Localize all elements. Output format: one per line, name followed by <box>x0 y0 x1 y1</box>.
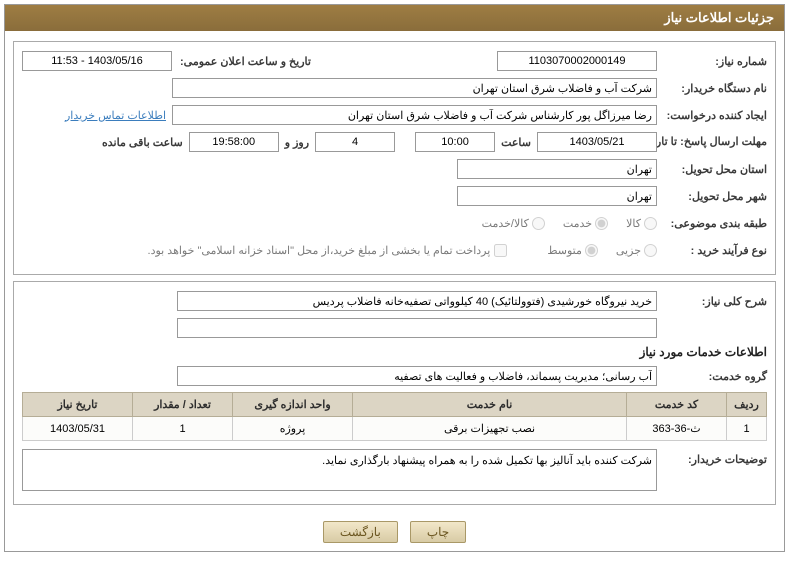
remain-label: ساعت باقی مانده <box>96 136 189 149</box>
services-section-title: اطلاعات خدمات مورد نیاز <box>22 345 767 359</box>
table-body: 1ث-36-363نصب تجهیزات برقیپروژه11403/05/3… <box>23 417 767 441</box>
requester-field <box>172 105 657 125</box>
process-partial-option[interactable]: جزیی <box>616 244 657 257</box>
province-label: استان محل تحویل: <box>657 163 767 176</box>
treasury-checkbox[interactable]: پرداخت تمام یا بخشی از مبلغ خرید،از محل … <box>148 244 508 257</box>
table-header-row: ردیفکد خدمتنام خدمتواحد اندازه گیریتعداد… <box>23 393 767 417</box>
table-header-cell: تعداد / مقدار <box>133 393 233 417</box>
process-medium-option[interactable]: متوسط <box>547 244 598 257</box>
remain-time-field <box>189 132 279 152</box>
back-button[interactable]: بازگشت <box>323 521 398 543</box>
service-group-label: گروه خدمت: <box>657 370 767 383</box>
table-cell: نصب تجهیزات برقی <box>353 417 627 441</box>
table-cell: 1403/05/31 <box>23 417 133 441</box>
button-bar: چاپ بازگشت <box>13 511 776 547</box>
info-block: شماره نیاز: تاریخ و ساعت اعلان عمومی: نا… <box>13 41 776 275</box>
public-date-field <box>22 51 172 71</box>
req-no-label: شماره نیاز: <box>657 55 767 68</box>
cat-both-option[interactable]: کالا/خدمت <box>482 217 545 230</box>
buyer-org-field <box>172 78 657 98</box>
notes-field <box>22 449 657 491</box>
category-label: طبقه بندی موضوعی: <box>657 217 767 230</box>
cat-service-option[interactable]: خدمت <box>563 217 608 230</box>
province-field <box>457 159 657 179</box>
print-button[interactable]: چاپ <box>410 521 466 543</box>
city-label: شهر محل تحویل: <box>657 190 767 203</box>
table-cell: پروژه <box>233 417 353 441</box>
table-header-cell: واحد اندازه گیری <box>233 393 353 417</box>
table-header-cell: تاریخ نیاز <box>23 393 133 417</box>
services-table: ردیفکد خدمتنام خدمتواحد اندازه گیریتعداد… <box>22 392 767 441</box>
cat-goods-option[interactable]: کالا <box>626 217 657 230</box>
table-cell: 1 <box>727 417 767 441</box>
table-header-cell: ردیف <box>727 393 767 417</box>
table-cell: 1 <box>133 417 233 441</box>
table-header-cell: کد خدمت <box>627 393 727 417</box>
summary-title-field <box>177 291 657 311</box>
req-no-field <box>497 51 657 71</box>
days-field <box>315 132 395 152</box>
process-radio-group: جزیی متوسط <box>547 244 657 257</box>
main-panel: جزئیات اطلاعات نیاز AriaTender.net شماره… <box>4 4 785 552</box>
process-label: نوع فرآیند خرید : <box>657 244 767 257</box>
city-field <box>457 186 657 206</box>
reply-time-field <box>415 132 495 152</box>
reply-date-field <box>537 132 657 152</box>
service-group-field <box>177 366 657 386</box>
detail-block: شرح کلی نیاز: اطلاعات خدمات مورد نیاز گر… <box>13 281 776 505</box>
reply-label: مهلت ارسال پاسخ: تا تاریخ: <box>657 136 767 149</box>
summary-extra-field <box>177 318 657 338</box>
table-header-cell: نام خدمت <box>353 393 627 417</box>
time-label: ساعت <box>495 136 537 149</box>
summary-title-label: شرح کلی نیاز: <box>657 295 767 308</box>
requester-label: ایجاد کننده درخواست: <box>657 109 767 122</box>
contact-link[interactable]: اطلاعات تماس خریدار <box>65 109 166 122</box>
table-row: 1ث-36-363نصب تجهیزات برقیپروژه11403/05/3… <box>23 417 767 441</box>
days-label: روز و <box>279 136 315 149</box>
public-date-label: تاریخ و ساعت اعلان عمومی: <box>176 55 311 68</box>
table-cell: ث-36-363 <box>627 417 727 441</box>
notes-label: توضیحات خریدار: <box>657 449 767 466</box>
panel-title: جزئیات اطلاعات نیاز <box>5 5 784 31</box>
buyer-org-label: نام دستگاه خریدار: <box>657 82 767 95</box>
category-radio-group: کالا خدمت کالا/خدمت <box>482 217 657 230</box>
